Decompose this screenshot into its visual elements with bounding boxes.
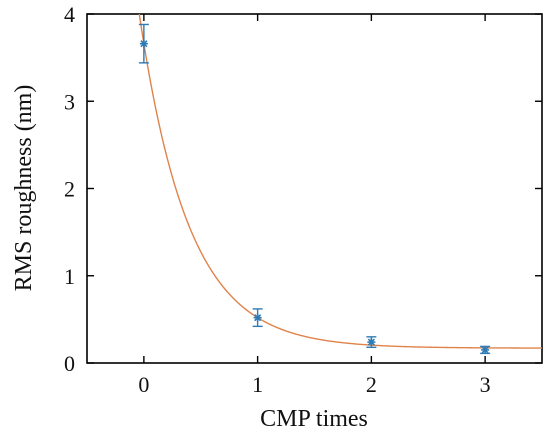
asterisk-marker bbox=[253, 313, 262, 322]
data-points-group bbox=[138, 23, 491, 355]
data-point bbox=[366, 336, 377, 348]
asterisk-marker bbox=[139, 39, 148, 48]
fit-curve bbox=[138, 14, 542, 349]
asterisk-marker bbox=[367, 338, 376, 347]
fit-curve-group bbox=[138, 14, 542, 349]
data-point bbox=[138, 23, 149, 64]
data-point bbox=[480, 345, 491, 355]
plot-area-frame bbox=[86, 13, 543, 364]
y-tick-label: 4 bbox=[64, 2, 75, 27]
y-tick-label: 1 bbox=[64, 264, 75, 289]
asterisk-marker bbox=[481, 345, 490, 354]
x-axis-title: CMP times bbox=[260, 406, 368, 432]
y-tick-label: 2 bbox=[64, 177, 75, 202]
y-tick-label: 0 bbox=[64, 351, 75, 376]
x-tick-label: 2 bbox=[366, 372, 377, 397]
x-tick-label: 3 bbox=[480, 372, 491, 397]
x-tick-label: 1 bbox=[252, 372, 263, 397]
y-axis-title: RMS roughness (nm) bbox=[11, 85, 37, 292]
y-tick-label: 3 bbox=[64, 89, 75, 114]
x-tick-label: 0 bbox=[138, 372, 149, 397]
ticks-group: 0 1 2 3 0 1 2 3 4 bbox=[64, 2, 542, 397]
data-point bbox=[252, 308, 263, 328]
